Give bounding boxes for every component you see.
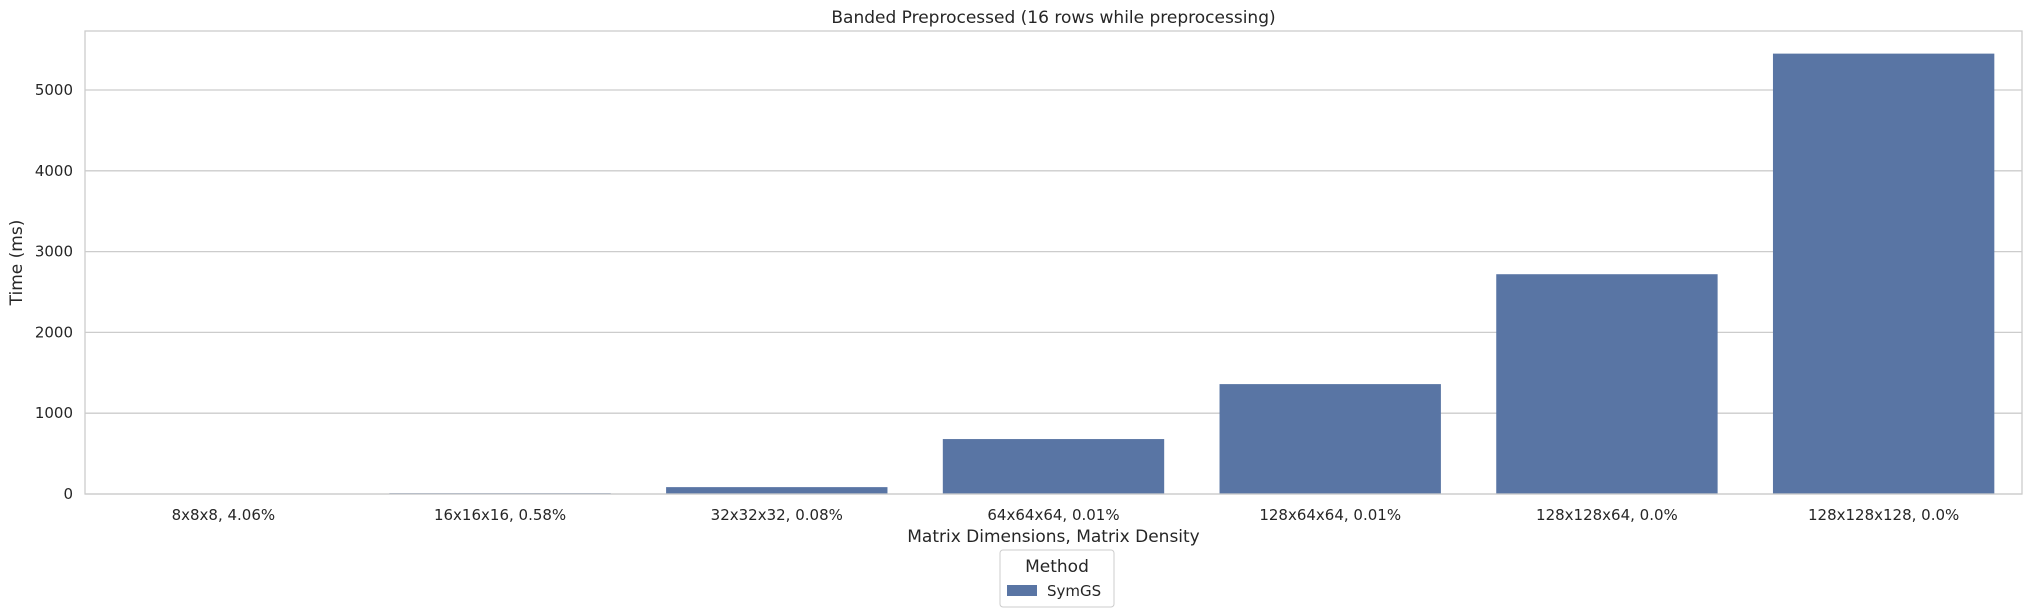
bar — [942, 439, 1165, 494]
y-tick-label: 4000 — [35, 162, 73, 180]
y-tick-label: 3000 — [35, 243, 73, 261]
y-axis-label: Time (ms) — [7, 220, 27, 307]
x-axis-ticks: 8x8x8, 4.06% 16x16x16, 0.58% 32x32x32, 0.0… — [172, 506, 1960, 524]
x-tick-label: 128x128x64, 0.0% — [1536, 506, 1678, 524]
legend: Method SymGS — [999, 549, 1115, 608]
legend-entry-label: SymGS — [1047, 582, 1101, 600]
y-tick-label: 5000 — [35, 81, 73, 99]
x-tick-label: 8x8x8, 4.06% — [172, 506, 276, 524]
y-tick-label: 2000 — [35, 323, 73, 341]
bars — [112, 53, 1995, 494]
plot-frame — [84, 30, 2023, 495]
bar — [1219, 384, 1441, 494]
legend-swatch — [1007, 585, 1037, 596]
x-tick-label: 32x32x32, 0.08% — [711, 506, 843, 524]
grid — [85, 89, 2022, 495]
y-tick-label: 0 — [63, 485, 73, 503]
chart-title: Banded Preprocessed (16 rows while prepr… — [831, 8, 1275, 28]
bar — [1772, 53, 1995, 494]
legend-title: Method — [1025, 557, 1089, 577]
bar — [666, 487, 888, 494]
x-tick-label: 64x64x64, 0.01% — [987, 506, 1119, 524]
y-axis-ticks: 0 1000 2000 3000 4000 5000 — [35, 81, 73, 503]
bar — [1496, 274, 1718, 494]
x-tick-label: 16x16x16, 0.58% — [434, 506, 566, 524]
x-tick-label: 128x128x128, 0.0% — [1808, 506, 1959, 524]
x-tick-label: 128x64x64, 0.01% — [1259, 506, 1401, 524]
y-tick-label: 1000 — [35, 404, 73, 422]
x-axis-label: Matrix Dimensions, Matrix Density — [907, 527, 1200, 547]
